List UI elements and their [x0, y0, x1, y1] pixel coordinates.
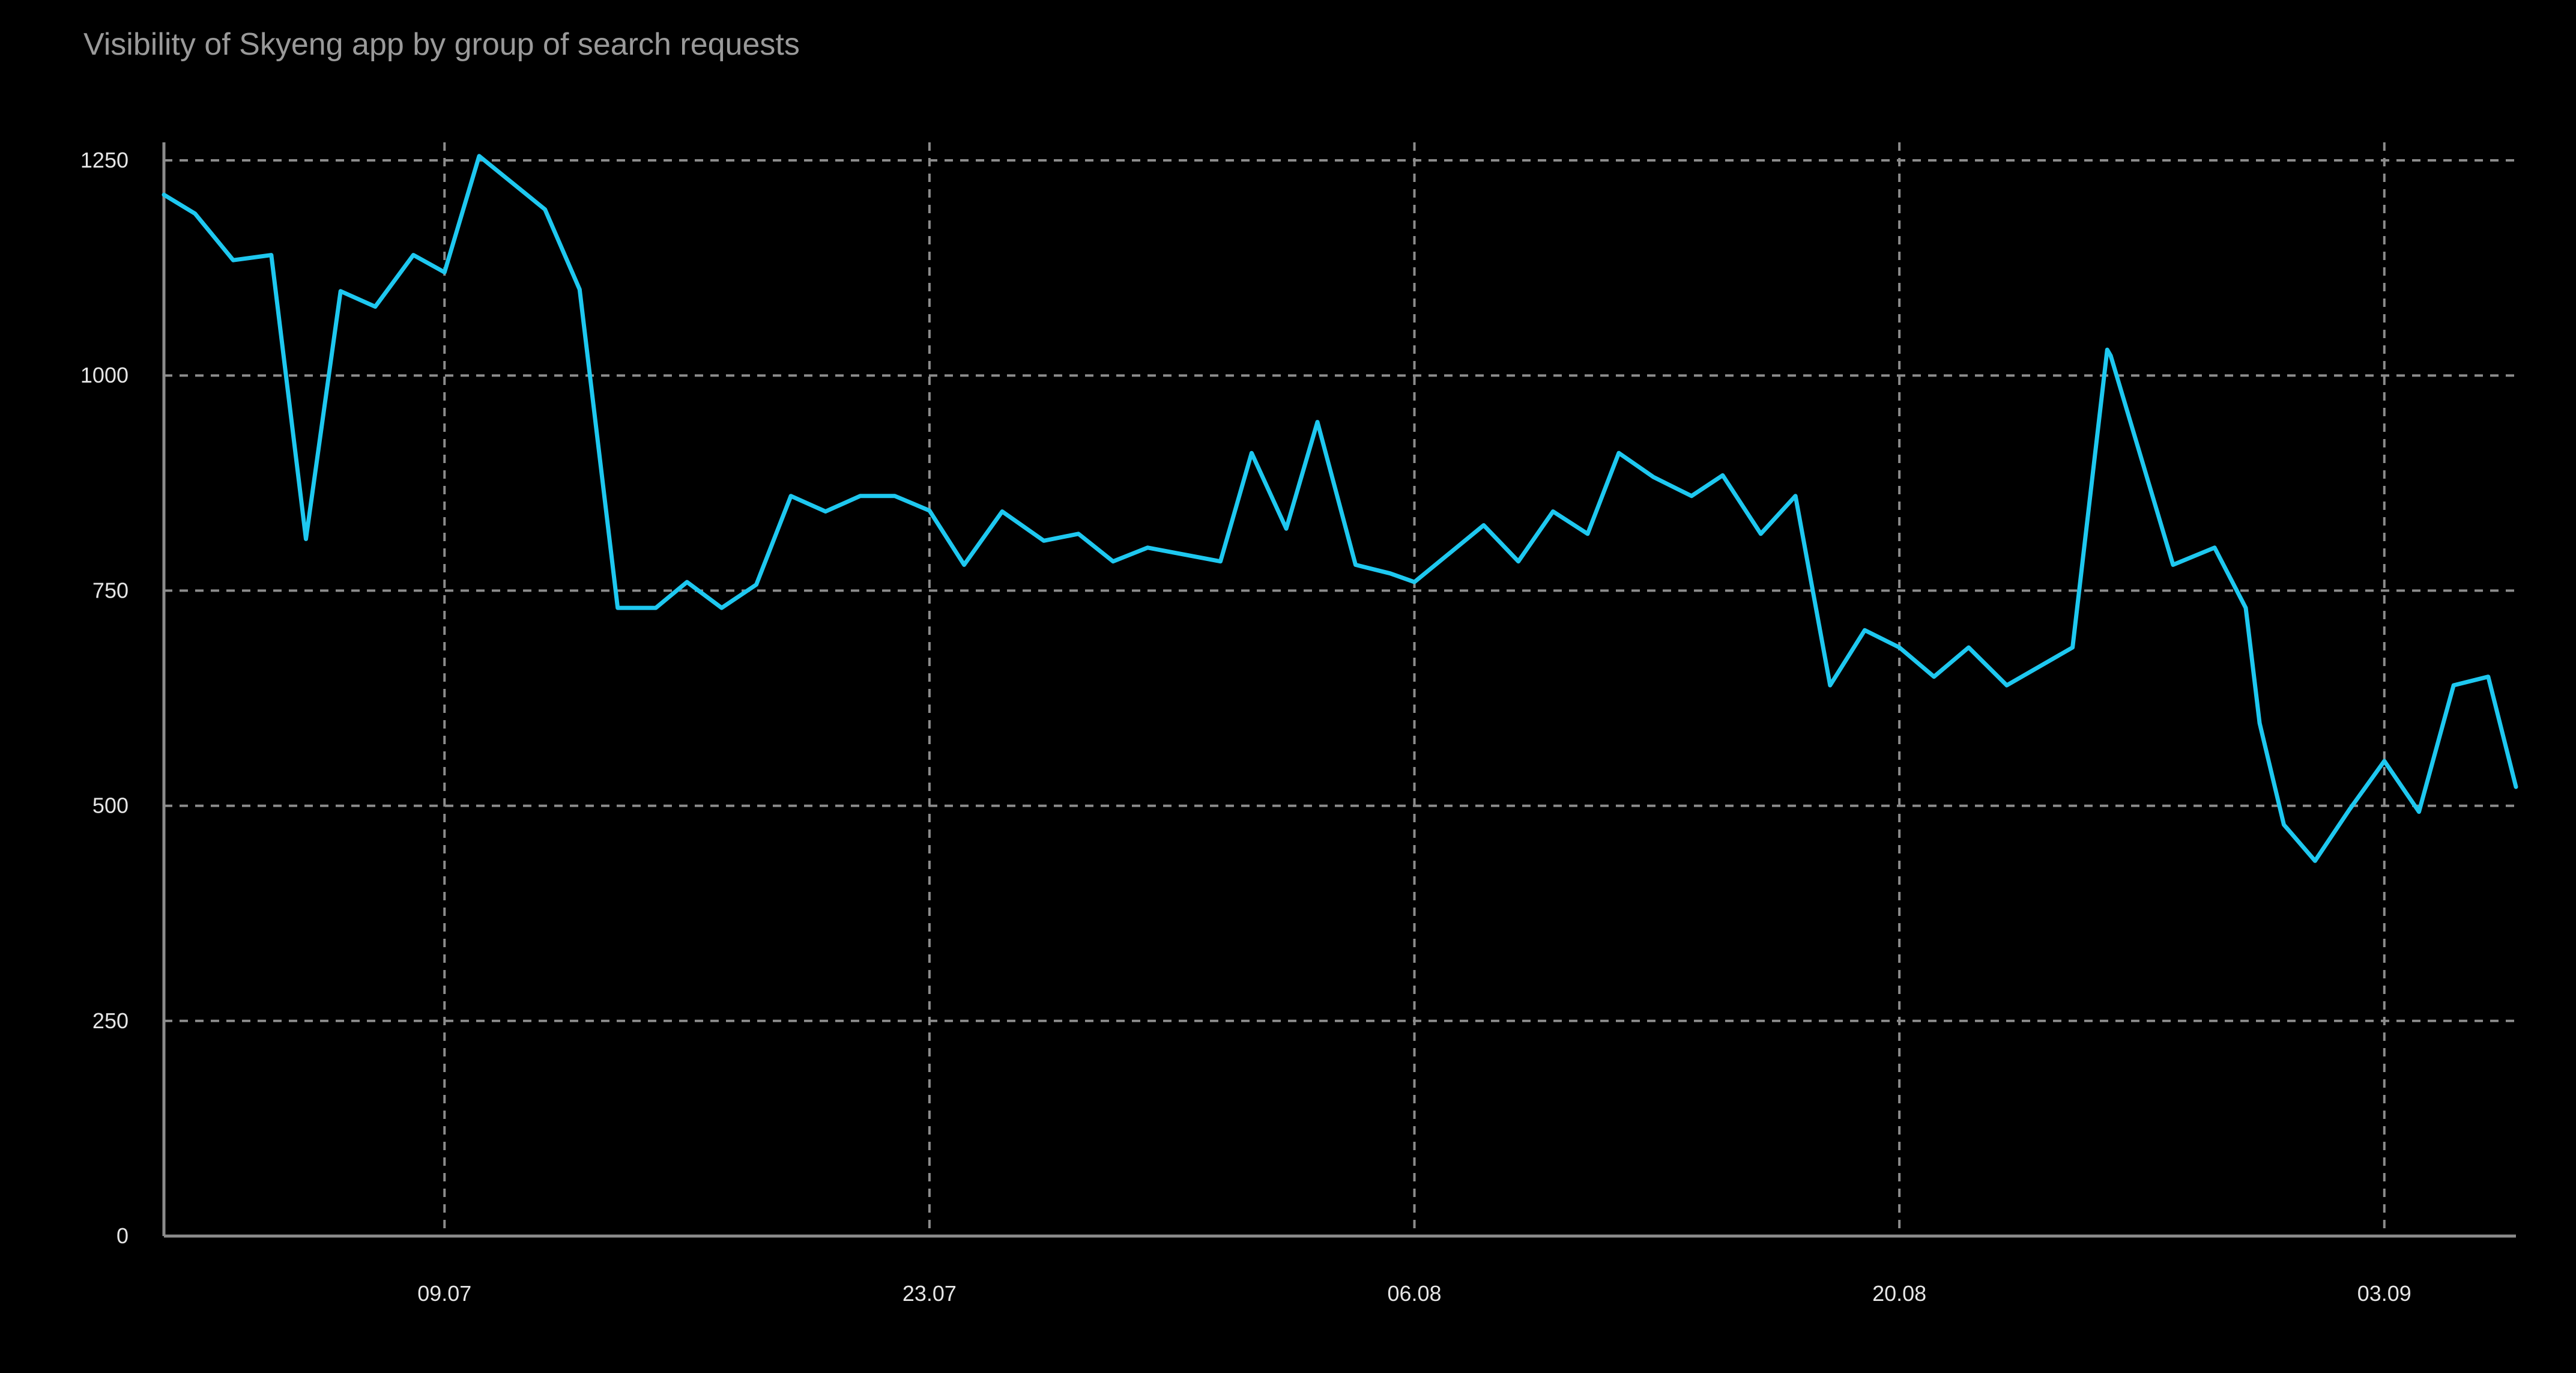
x-tick-label: 23.07	[903, 1281, 957, 1306]
y-tick-label: 1000	[80, 363, 128, 387]
y-tick-label: 500	[92, 793, 128, 818]
series-line	[162, 154, 2518, 863]
y-tick-label: 1250	[80, 148, 128, 172]
grid-layer	[164, 142, 2516, 1236]
chart-title: Visibility of Skyeng app by group of sea…	[83, 27, 800, 62]
y-tick-labels: 0 250 500 750 1000 1250	[80, 148, 128, 1248]
y-tick-label: 0	[116, 1223, 128, 1248]
axes-layer	[162, 142, 2516, 1238]
y-tick-label: 250	[92, 1008, 128, 1033]
x-tick-label: 03.09	[2357, 1281, 2411, 1306]
x-tick-label: 09.07	[417, 1281, 471, 1306]
x-tick-label: 20.08	[1872, 1281, 1926, 1306]
x-tick-label: 06.08	[1387, 1281, 1441, 1306]
y-tick-label: 750	[92, 578, 128, 602]
series-layer	[162, 154, 2518, 863]
x-tick-labels: 09.07 23.07 06.08 20.08 03.09	[417, 1281, 2411, 1306]
